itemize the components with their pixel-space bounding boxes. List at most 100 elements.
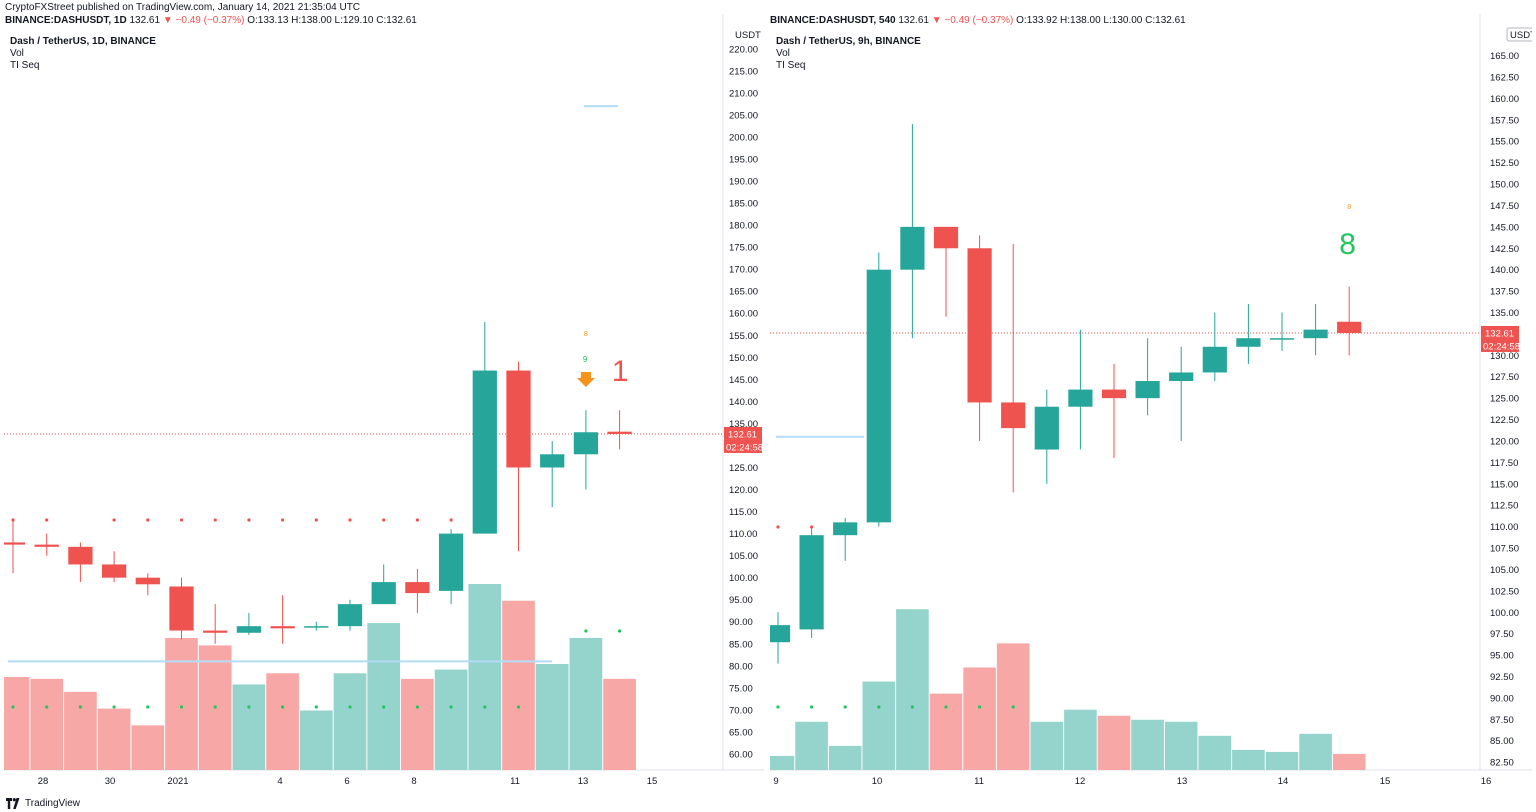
left-candle-body [203,630,228,633]
left-y-tick-label: 105.00 [729,551,758,562]
left-volume-bar [434,669,468,770]
left-y-tick-label: 110.00 [729,529,757,540]
left-volume-bar [468,584,502,770]
left-candle-body [506,370,531,468]
left-x-tick-label: 30 [105,776,116,787]
right-volume-bar [1265,751,1299,770]
right-volume-bar [1164,721,1198,770]
right-y-tick-label: 145.00 [1490,222,1519,233]
left-seq-green-dot-mid [618,629,622,633]
right-volume-bar [1064,709,1097,770]
right-y-tick-label: 107.50 [1490,544,1519,555]
left-chart-svg[interactable]: 220.00215.00210.00205.00200.00195.00190.… [4,14,764,798]
right-seq-green-dot [843,705,847,709]
left-seq-red-dot [281,518,285,522]
right-candle-body [799,535,824,630]
right-candle-body [1135,381,1160,399]
left-x-tick-label: 13 [578,776,589,787]
left-seq-green-dot [146,705,150,709]
left-unit-box [732,28,759,41]
right-seq-green-dot [944,705,948,709]
left-y-tick-label: 125.00 [729,463,758,474]
right-y-tick-label: 110.00 [1490,522,1518,533]
left-seq-green-dot [516,705,521,709]
right-candle-body [933,226,959,249]
left-y-tick-label: 80.00 [729,661,753,672]
left-change: ▼ −0.49 (−0.37%) [162,15,245,26]
right-indicator-tiseq[interactable]: TI Seq [776,60,806,71]
right-y-tick-label: 82.50 [1490,758,1514,769]
left-seq-green-dot-mid [584,629,588,633]
right-x-tick-label: 10 [872,776,883,787]
right-y-tick-label: 157.50 [1490,115,1519,126]
right-y-tick-label: 165.00 [1490,51,1519,62]
right-candle-body [1202,346,1227,373]
right-seq-green-dot [877,705,881,709]
left-seq-red-dot [213,518,217,522]
left-volume-bar [502,600,535,770]
left-y-tick-label: 215.00 [729,66,758,77]
left-seq-green-dot [281,705,285,709]
left-y-tick-label: 155.00 [729,331,758,342]
right-y-tick-label: 92.50 [1490,672,1514,683]
left-y-tick-label: 170.00 [729,265,758,276]
left-seq-small-9: 9 [583,355,588,364]
right-symbol-line: BINANCE:DASHUSDT, 540 132.61 ▼ −0.49 (−0… [770,15,1186,26]
footer-brand-label: TradingView [25,797,81,809]
left-chart-panel[interactable]: BINANCE:DASHUSDT, 1D 132.61 ▼ −0.49 (−0.… [4,14,764,798]
right-y-tick-label: 142.50 [1490,244,1519,255]
right-y-tick-label: 160.00 [1490,94,1519,105]
right-y-tick-label: 105.00 [1490,565,1519,576]
left-candle-body [573,432,599,455]
left-seq-green-dot [449,705,453,709]
right-symbol: BINANCE:DASHUSDT, 540 [770,15,896,26]
right-chart-panel[interactable]: BINANCE:DASHUSDT, 540 132.61 ▼ −0.49 (−0… [770,14,1532,798]
left-y-tick-label: 100.00 [729,573,758,584]
left-seq-red-dot [449,518,453,522]
left-y-tick-label: 150.00 [729,353,758,364]
left-volume-bar [333,673,367,770]
right-countdown-tag [1481,338,1519,352]
footer-brand[interactable]: TradingView [6,796,80,810]
left-x-tick-label: 8 [411,776,416,787]
left-x-tick-label: 6 [344,776,349,787]
right-volume-bar [862,681,896,770]
left-price-tag-label: 132.61 [728,429,757,440]
left-candle-body [135,577,160,585]
right-x-tick-label: 16 [1481,776,1492,787]
right-y-tick-label: 112.50 [1490,501,1518,512]
right-y-tick-label: 127.50 [1490,372,1519,383]
right-indicator-vol[interactable]: Vol [776,48,790,59]
left-x-tick-label: 2021 [167,776,188,787]
left-indicator-tiseq[interactable]: TI Seq [10,60,40,71]
left-candle-body [68,546,93,565]
right-candle-body [967,248,992,403]
left-y-tick-label: 190.00 [729,177,758,188]
right-volume-bar [1232,749,1265,770]
right-x-tick-label: 12 [1075,776,1086,787]
right-seq-green-dot [776,705,780,709]
right-y-tick-label: 125.00 [1490,394,1519,405]
left-seq-red-dot [348,518,352,522]
right-seq-red-dot [776,525,780,529]
right-chart-svg[interactable]: 165.00 162.50 160.00 157.50 155.00 152.50 150.… [770,14,1532,798]
right-seq-red-dot [810,525,814,529]
right-unit-box [1506,27,1532,42]
right-candle-body [1269,338,1295,340]
left-volume-bar [569,637,603,770]
left-y-tick-label: 70.00 [729,705,753,716]
right-volume-bar [929,693,963,770]
right-y-tick-label: 115.00 [1490,479,1518,490]
right-candle-body [1068,389,1093,407]
right-y-tick-label: 140.00 [1490,265,1519,276]
left-volume-bar [401,678,434,770]
right-volume-bar [828,745,862,770]
left-ohlc: O:133.13 H:138.00 L:129.10 C:132.61 [247,15,417,26]
left-indicator-vol[interactable]: Vol [10,48,24,59]
left-x-tick-label: 28 [38,776,49,787]
left-seq-red-dot [247,518,251,522]
left-volume-bar [165,637,198,770]
left-seq-green-dot [247,705,251,709]
left-symbol: BINANCE:DASHUSDT, 1D [5,15,127,26]
left-y-tick-label: 145.00 [729,375,758,386]
